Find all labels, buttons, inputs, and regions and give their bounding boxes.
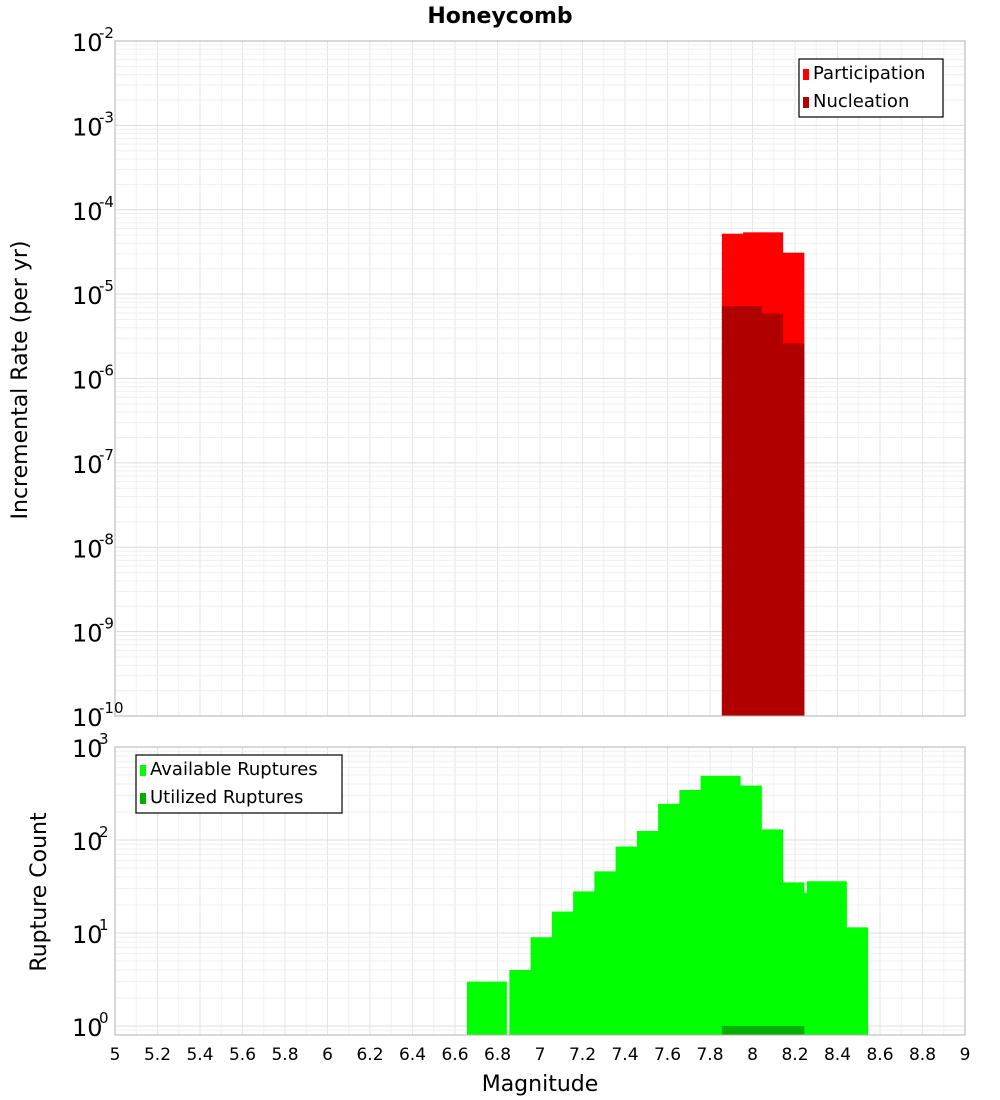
top-ytick-label: 10 — [72, 620, 103, 648]
bottom-ytick-label: 10 — [72, 735, 103, 763]
x-tick-label: 5 — [110, 1045, 121, 1065]
top-ytick-exponent: -2 — [99, 24, 114, 42]
top-ytick-exponent: -7 — [99, 446, 114, 464]
x-tick-label: 7 — [535, 1045, 546, 1065]
bottom-bar-utilized-ruptures — [721, 1025, 762, 1035]
top-legend-entry: Participation — [813, 63, 925, 84]
bottom-ytick-label: 10 — [72, 921, 103, 949]
bottom-ytick-exponent: 2 — [99, 823, 109, 841]
bottom-ytick-exponent: 0 — [99, 1009, 109, 1027]
top-legend-swatch — [803, 97, 809, 108]
x-tick-label: 7.8 — [696, 1045, 723, 1065]
x-tick-label: 6.2 — [356, 1045, 383, 1065]
top-legend-box — [798, 58, 944, 118]
x-tick-label: 8 — [747, 1045, 758, 1065]
top-ytick-label: 10 — [72, 535, 103, 563]
bottom-legend-entry: Available Ruptures — [150, 759, 318, 780]
chart-title: Honeycomb — [427, 4, 572, 29]
top-ytick-exponent: -9 — [99, 615, 114, 633]
bottom-ytick-exponent: 3 — [99, 730, 109, 748]
x-tick-label: 5.4 — [186, 1045, 213, 1065]
top-ytick-label: 10 — [72, 451, 103, 479]
top-ytick-label: 10 — [72, 113, 103, 141]
bottom-bar-available-ruptures — [828, 927, 869, 1035]
top-ytick-label: 10 — [72, 704, 103, 732]
x-tick-label: 8.2 — [781, 1045, 808, 1065]
x-tick-label: 9 — [960, 1045, 971, 1065]
top-legend-swatch — [803, 69, 809, 80]
top-ytick-label: 10 — [72, 29, 103, 57]
bottom-legend-swatch — [140, 793, 146, 804]
top-ytick-exponent: -6 — [99, 362, 114, 380]
x-tick-label: 7.6 — [654, 1045, 681, 1065]
x-axis-label: Magnitude — [482, 1072, 599, 1097]
bottom-bar-available-ruptures — [466, 981, 507, 1035]
bottom-ytick-exponent: 1 — [99, 916, 109, 934]
top-legend-entry: Nucleation — [813, 91, 909, 112]
bottom-legend-entry: Utilized Ruptures — [150, 787, 303, 808]
top-ytick-label: 10 — [72, 198, 103, 226]
top-ytick-exponent: -5 — [99, 277, 114, 295]
bottom-bar-utilized-ruptures — [764, 1025, 805, 1035]
x-tick-label: 8.6 — [866, 1045, 893, 1065]
top-bar-nucleation — [764, 343, 805, 716]
top-ytick-exponent: -8 — [99, 530, 114, 548]
top-ytick-label: 10 — [72, 367, 103, 395]
x-tick-label: 5.2 — [144, 1045, 171, 1065]
top-frame — [114, 40, 966, 717]
bottom-y-axis-label: Rupture Count — [27, 812, 52, 972]
bottom-ytick-label: 10 — [72, 828, 103, 856]
top-ytick-exponent: -10 — [99, 699, 124, 717]
x-tick-label: 6.8 — [484, 1045, 511, 1065]
x-tick-label: 5.8 — [271, 1045, 298, 1065]
top-plot-area: 10-210-310-410-510-610-710-810-910-10Par… — [72, 24, 966, 732]
x-tick-label: 6.4 — [399, 1045, 426, 1065]
x-tick-label: 7.4 — [611, 1045, 638, 1065]
x-tick-label: 8.4 — [824, 1045, 851, 1065]
bottom-bar-utilized-ruptures — [743, 1025, 784, 1035]
top-ytick-label: 10 — [72, 282, 103, 310]
x-tick-label: 6 — [322, 1045, 333, 1065]
top-ytick-exponent: -3 — [99, 108, 114, 126]
x-tick-label: 5.6 — [229, 1045, 256, 1065]
top-y-axis-label: Incremental Rate (per yr) — [8, 241, 33, 520]
x-tick-label: 8.8 — [909, 1045, 936, 1065]
bottom-ytick-label: 10 — [72, 1014, 103, 1042]
x-tick-label: 6.6 — [441, 1045, 468, 1065]
x-tick-label: 7.2 — [569, 1045, 596, 1065]
top-ytick-exponent: -4 — [99, 193, 114, 211]
bottom-legend-box — [135, 754, 343, 814]
bottom-frame — [114, 746, 966, 1036]
bottom-legend-swatch — [140, 765, 146, 776]
